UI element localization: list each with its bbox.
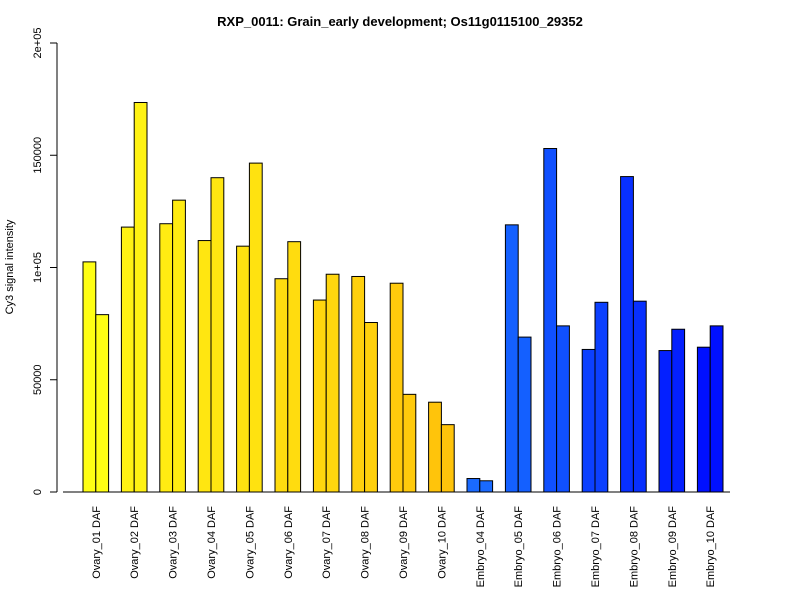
bar [210,177,225,493]
category-label: Ovary_06 DAF [283,506,295,579]
category-label: Ovary_04 DAF [206,506,218,579]
bar [428,401,442,493]
bar [517,336,532,493]
category-labels: Ovary_01 DAF Ovary_02 DAF Ovary_03 DAF Ovar… [91,506,717,588]
bar [504,224,519,493]
y-axis-label: Cy3 signal intensity [4,219,16,314]
bar [312,299,327,493]
bar [159,223,174,493]
bar [172,199,186,493]
category-label: Embryo_09 DAF [667,506,679,588]
bar [248,162,263,493]
y-tick-label: 2e+05 [32,28,44,59]
bar [556,325,570,493]
bar [709,325,724,493]
bar [440,424,455,493]
bar [287,241,302,493]
bar [82,261,97,493]
y-tick-label: 1e+05 [32,252,44,283]
category-label: Ovary_09 DAF [398,506,410,579]
bar [402,393,417,493]
category-label: Ovary_07 DAF [321,506,333,579]
category-label: Ovary_02 DAF [129,506,141,579]
bar [696,346,711,493]
bar [479,480,494,493]
category-label: Ovary_03 DAF [168,506,180,579]
bar [658,350,673,493]
category-label: Embryo_05 DAF [513,506,525,588]
bar [389,282,404,493]
bar [236,245,250,493]
bar [632,300,647,493]
bar [120,226,135,493]
bar [351,275,366,493]
category-label: Embryo_08 DAF [628,506,640,588]
category-label: Ovary_08 DAF [360,506,372,579]
category-label: Ovary_01 DAF [91,506,103,579]
bars [82,101,724,493]
category-label: Ovary_10 DAF [436,506,448,579]
bar [95,314,110,493]
bar [197,240,212,493]
bar [364,322,378,493]
bar [133,101,148,493]
category-label: Embryo_10 DAF [705,506,717,588]
bar [620,176,634,493]
bar [671,328,686,493]
chart-title: RXP_0011: Grain_early development; Os11g… [217,14,583,29]
category-label: Embryo_07 DAF [590,506,602,588]
y-tick-label: 150000 [32,137,44,174]
y-tick-label: 0 [32,489,44,495]
bar [325,273,340,493]
category-label: Embryo_04 DAF [475,506,487,588]
y-ticks: 0 50000 1e+05 150000 2e+05 [32,28,57,495]
category-label: Embryo_06 DAF [552,506,564,588]
bar [543,148,558,493]
bar [274,278,289,493]
bar [594,301,609,493]
bar [581,348,596,493]
bar [466,478,481,493]
category-label: Ovary_05 DAF [244,506,256,579]
y-tick-label: 50000 [32,364,44,395]
